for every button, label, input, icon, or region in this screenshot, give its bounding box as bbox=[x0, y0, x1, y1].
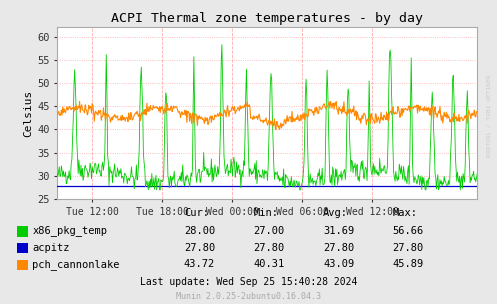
Text: 27.00: 27.00 bbox=[253, 226, 285, 236]
Text: 27.80: 27.80 bbox=[393, 243, 424, 253]
Text: 56.66: 56.66 bbox=[393, 226, 424, 236]
Text: Avg:: Avg: bbox=[323, 208, 348, 218]
Text: Cur:: Cur: bbox=[184, 208, 209, 218]
Text: 27.80: 27.80 bbox=[323, 243, 354, 253]
Text: 43.72: 43.72 bbox=[184, 260, 215, 269]
Y-axis label: Celsius: Celsius bbox=[23, 90, 33, 137]
Text: 27.80: 27.80 bbox=[184, 243, 215, 253]
Text: RRDTOOL / TOBI OETIKER: RRDTOOL / TOBI OETIKER bbox=[486, 74, 491, 157]
Text: Max:: Max: bbox=[393, 208, 417, 218]
Text: Munin 2.0.25-2ubuntu0.16.04.3: Munin 2.0.25-2ubuntu0.16.04.3 bbox=[176, 292, 321, 301]
Text: 27.80: 27.80 bbox=[253, 243, 285, 253]
Text: 43.09: 43.09 bbox=[323, 260, 354, 269]
Text: x86_pkg_temp: x86_pkg_temp bbox=[32, 226, 107, 237]
Text: 45.89: 45.89 bbox=[393, 260, 424, 269]
Text: Min:: Min: bbox=[253, 208, 278, 218]
Text: 28.00: 28.00 bbox=[184, 226, 215, 236]
Text: Last update: Wed Sep 25 15:40:28 2024: Last update: Wed Sep 25 15:40:28 2024 bbox=[140, 277, 357, 287]
Title: ACPI Thermal zone temperatures - by day: ACPI Thermal zone temperatures - by day bbox=[111, 12, 423, 25]
Text: 31.69: 31.69 bbox=[323, 226, 354, 236]
Text: 40.31: 40.31 bbox=[253, 260, 285, 269]
Text: pch_cannonlake: pch_cannonlake bbox=[32, 259, 120, 270]
Text: acpitz: acpitz bbox=[32, 243, 70, 253]
